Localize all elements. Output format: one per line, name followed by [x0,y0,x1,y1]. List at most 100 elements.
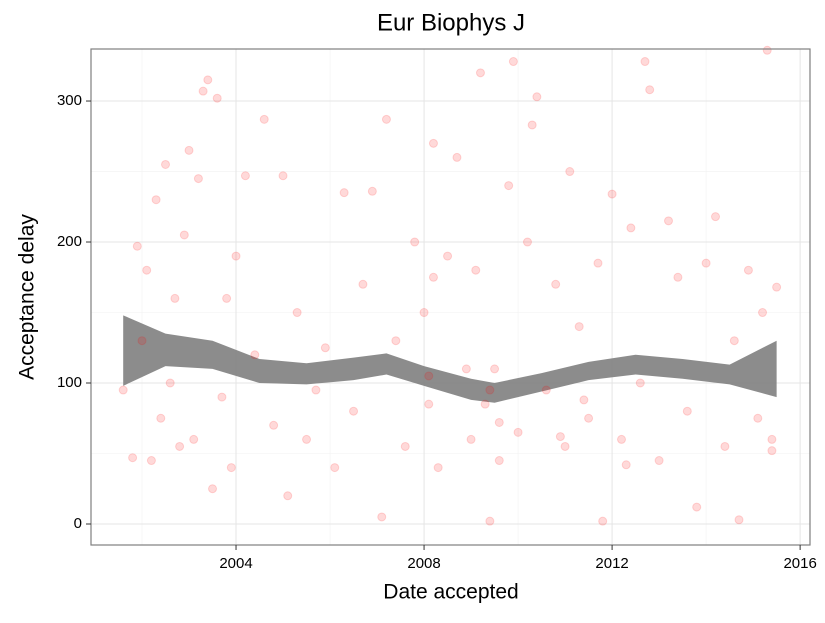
point [269,420,279,430]
point [410,237,420,247]
point [259,114,269,124]
point [292,308,302,318]
point [443,251,453,261]
point [626,223,636,233]
point [433,463,443,473]
point [428,138,438,148]
point [682,406,692,416]
point [132,241,142,251]
point [654,456,664,466]
point [424,399,434,409]
point [711,212,721,222]
point [767,446,777,456]
point [574,322,584,332]
point [170,293,180,303]
point [278,171,288,181]
point [584,413,594,423]
point [118,385,128,395]
point [522,237,532,247]
y-tick-label: 0 [74,515,82,532]
point [504,181,514,191]
smooth-band-group [123,315,777,403]
point [212,93,222,103]
point [193,174,203,184]
point [485,516,495,526]
point [330,463,340,473]
point [320,343,330,353]
point [156,413,166,423]
point [758,308,768,318]
point [767,434,777,444]
point [565,167,575,177]
point [165,378,175,388]
point [593,258,603,268]
point [532,92,542,102]
point [226,463,236,473]
point [664,216,674,226]
point [621,460,631,470]
point [240,171,250,181]
point [161,159,171,169]
point [579,395,589,405]
point [203,75,213,85]
x-tick-label: 2012 [595,555,628,572]
point [217,392,227,402]
y-tick-label: 200 [57,233,82,250]
point [391,336,401,346]
point [137,336,147,346]
point [734,515,744,525]
point [428,272,438,282]
point [555,432,565,442]
point [743,265,753,275]
point [400,441,410,451]
point [424,371,434,381]
point [381,114,391,124]
y-axis-label: Acceptance delay [16,214,39,380]
point [635,378,645,388]
point [419,308,429,318]
point [640,57,650,67]
point [128,453,138,463]
point [208,484,218,494]
point [480,399,490,409]
point [466,434,476,444]
point [146,456,156,466]
point [283,491,293,501]
point [513,427,523,437]
point [358,279,368,289]
point [367,186,377,196]
point [753,413,763,423]
point [645,85,655,95]
points [118,45,782,526]
point [616,434,626,444]
point [541,385,551,395]
chart-title: Eur Biophys J [377,9,525,36]
y-tick-label: 100 [57,374,82,391]
point [494,417,504,427]
point [762,45,772,55]
point [151,195,161,205]
smooth-band [123,315,777,403]
point [461,364,471,374]
point [222,293,232,303]
point [250,350,260,360]
point [175,441,185,451]
point [598,516,608,526]
point [189,434,199,444]
point [179,230,189,240]
point [673,272,683,282]
point [720,441,730,451]
point [311,385,321,395]
point [142,265,152,275]
point [485,385,495,395]
x-tick-label: 2008 [407,555,440,572]
point [349,406,359,416]
point [527,120,537,130]
panel-border [90,48,811,546]
point [231,251,241,261]
point [475,68,485,78]
point [198,86,208,96]
point [729,336,739,346]
